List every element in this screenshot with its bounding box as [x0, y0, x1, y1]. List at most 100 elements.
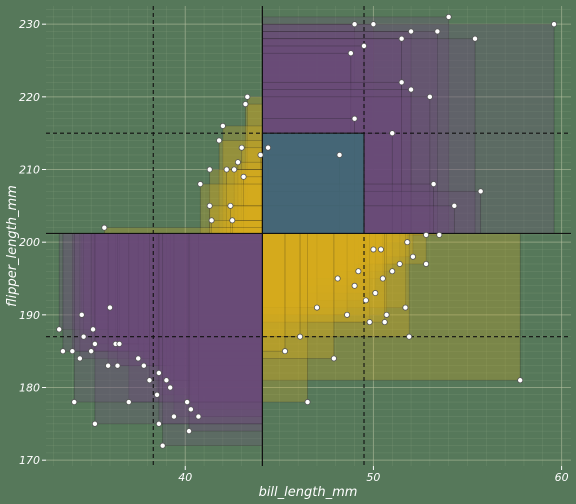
data-point: [434, 28, 441, 35]
data-point: [336, 151, 343, 158]
quadrant-rect: [209, 205, 263, 234]
data-point: [140, 362, 147, 369]
data-point: [423, 260, 430, 267]
quadrant-rect: [198, 233, 263, 417]
data-point: [184, 399, 191, 406]
data-point: [351, 21, 358, 28]
center-box: [261, 132, 365, 234]
quadrant-rect: [149, 233, 263, 381]
interquartile-center-box: [261, 132, 365, 234]
data-point: [71, 399, 78, 406]
data-point: [206, 166, 213, 173]
y-tick-label: 210: [19, 164, 40, 177]
y-axis-title: flipper_length_mm: [5, 185, 20, 307]
data-point: [208, 217, 215, 224]
x-axis-title: bill_length_mm: [259, 485, 358, 500]
quadrant-rect: [262, 233, 406, 308]
quadrant-rect: [262, 233, 348, 316]
quadrant-rect: [262, 233, 367, 301]
quadrant-rect: [186, 233, 263, 403]
data-point: [223, 166, 230, 173]
data-point: [186, 428, 193, 435]
quadrant-rect: [73, 233, 263, 403]
y-tick-label: 170: [19, 454, 40, 467]
data-point: [76, 355, 83, 362]
data-point: [155, 420, 162, 427]
quadrant-rect: [119, 233, 263, 345]
quadrant-rect: [262, 233, 427, 265]
reference-lines: [46, 6, 571, 466]
data-point: [366, 319, 373, 326]
quadrant-rect: [262, 233, 384, 279]
quadrant-rect: [173, 233, 263, 417]
quadrant-rect: [81, 233, 263, 316]
quadrant-rect: [222, 125, 263, 234]
data-point: [146, 377, 153, 384]
quadrant-rect: [107, 233, 263, 367]
quadrant-rect: [262, 233, 339, 279]
data-point: [351, 115, 358, 122]
quadrant-rect: [58, 233, 263, 330]
data-point: [396, 260, 403, 267]
data-point: [240, 173, 247, 180]
data-point: [423, 231, 430, 238]
data-point: [402, 304, 409, 311]
data-point: [404, 239, 411, 246]
y-tick-label: 180: [19, 382, 40, 395]
data-point: [334, 275, 341, 282]
data-point: [59, 348, 66, 355]
quadrant-rect: [71, 233, 263, 352]
data-point: [361, 42, 368, 49]
data-point: [159, 442, 166, 449]
data-point: [372, 290, 379, 297]
data-point: [551, 21, 558, 28]
grid-lines: [46, 6, 571, 466]
quadrant-rect: [79, 233, 263, 359]
data-point: [351, 282, 358, 289]
quadrant-rect: [115, 233, 263, 345]
quadrant-rect: [158, 233, 263, 425]
data-point: [472, 35, 479, 42]
quadrant-rect: [262, 233, 318, 308]
quadrant-rect: [166, 233, 263, 381]
data-point: [114, 362, 121, 369]
data-point: [90, 326, 97, 333]
quadrant-rect: [262, 233, 359, 272]
data-point: [234, 159, 241, 166]
data-point: [154, 391, 161, 398]
quadrant-rect: [94, 233, 263, 345]
x-tick-label: 60: [555, 471, 569, 484]
data-point: [242, 101, 249, 108]
data-point: [377, 246, 384, 253]
data-point: [195, 413, 202, 420]
data-point: [91, 340, 98, 347]
quadrant-rect: [117, 233, 263, 367]
data-point: [408, 28, 415, 35]
data-point: [56, 326, 63, 333]
data-point: [406, 333, 413, 340]
data-point: [229, 217, 236, 224]
quadrant-rect: [143, 233, 263, 367]
data-point: [370, 21, 377, 28]
quadrant-rect: [190, 233, 263, 410]
quadrant-rect: [262, 233, 286, 352]
data-point: [445, 13, 452, 20]
quadrant-rect: [262, 233, 401, 265]
quadrant-rect: [83, 233, 263, 337]
data-point: [187, 406, 194, 413]
data-point: [155, 369, 162, 376]
data-point: [216, 137, 223, 144]
data-point: [313, 304, 320, 311]
quadrant-rect: [209, 169, 263, 234]
quadrant-rect: [169, 233, 263, 388]
quadrant-rect: [92, 233, 263, 330]
data-point: [80, 333, 87, 340]
data-point: [135, 355, 142, 362]
data-point: [362, 297, 369, 304]
x-tick-label: 50: [366, 471, 380, 484]
data-point: [78, 311, 85, 318]
y-tick-label: 220: [19, 91, 40, 104]
quadrant-rect: [262, 233, 521, 381]
data-point: [389, 130, 396, 137]
